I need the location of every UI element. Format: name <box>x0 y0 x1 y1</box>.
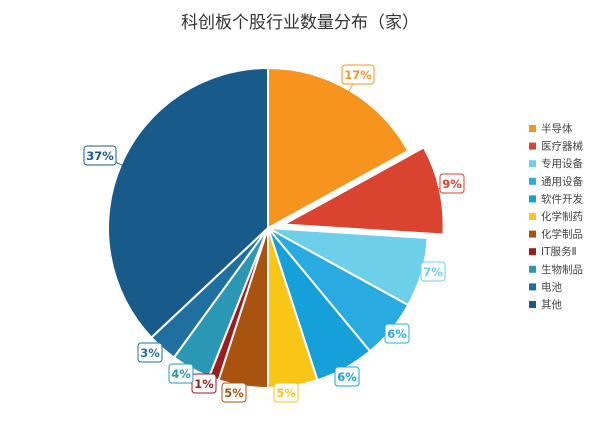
data-label-box-电池 <box>137 342 163 363</box>
data-label-box-生物制品 <box>168 363 194 384</box>
data-label-通用设备: 6% <box>387 327 407 341</box>
legend-label-生物制品: 生物制品 <box>541 263 583 276</box>
data-label-box-半导体 <box>341 64 375 85</box>
data-label-半导体: 17% <box>344 68 372 82</box>
legend-label-化学制药: 化学制药 <box>541 210 583 223</box>
data-label-box-化学制药 <box>273 382 299 403</box>
legend-swatch-软件开发 <box>529 195 536 203</box>
legend-label-通用设备: 通用设备 <box>541 175 583 188</box>
legend-label-其他: 其他 <box>541 298 562 311</box>
legend-swatch-化学制药 <box>529 213 536 220</box>
legend-swatch-电池 <box>529 283 536 291</box>
data-label-专用设备: 7% <box>423 265 443 279</box>
data-label-box-其他 <box>83 145 117 166</box>
legend-swatch-化学制品 <box>529 230 536 238</box>
legend-label-软件开发: 软件开发 <box>541 192 583 205</box>
data-label-box-软件开发 <box>334 366 360 387</box>
data-label-化学制品: 5% <box>224 386 244 400</box>
data-label-box-专用设备 <box>420 261 446 282</box>
data-label-医疗器械: 9% <box>442 177 462 191</box>
data-label-其他: 37% <box>86 149 114 163</box>
pie-slices <box>107 66 445 390</box>
legend-swatch-生物制品 <box>529 265 536 273</box>
legend-label-半导体: 半导体 <box>541 122 573 135</box>
data-labels: 17% 9% 7% 6% 6% 5% 5% 1%4% 3% 37% <box>83 64 465 403</box>
legend-swatch-it服务- <box>529 248 536 256</box>
legend-label-电池: 电池 <box>541 280 562 293</box>
data-label-box-医疗器械 <box>439 173 465 194</box>
legend-swatch-专用设备 <box>529 160 536 168</box>
legend-swatch-其他 <box>529 301 536 308</box>
data-label-电池: 3% <box>140 346 160 360</box>
data-label-box-通用设备 <box>384 323 410 344</box>
data-label-软件开发: 6% <box>337 370 357 384</box>
data-label-生物制品: 4% <box>171 367 191 381</box>
legend-label-it服务-: IT服务Ⅱ <box>541 245 577 258</box>
data-label-it服务-: 1% <box>194 377 214 391</box>
legend-swatch-半导体 <box>529 125 536 132</box>
legend-label-专用设备: 专用设备 <box>541 157 583 170</box>
legend-label-医疗器械: 医疗器械 <box>541 140 583 153</box>
legend-swatch-通用设备 <box>529 177 536 185</box>
legend-swatch-医疗器械 <box>529 142 536 150</box>
data-label-box-it服务- <box>191 373 217 394</box>
data-label-化学制药: 5% <box>276 386 296 400</box>
data-label-box-化学制品 <box>221 382 247 403</box>
chart-title: 科创板个股行业数量分布（家） <box>181 13 419 33</box>
legend-label-化学制品: 化学制品 <box>541 228 583 241</box>
